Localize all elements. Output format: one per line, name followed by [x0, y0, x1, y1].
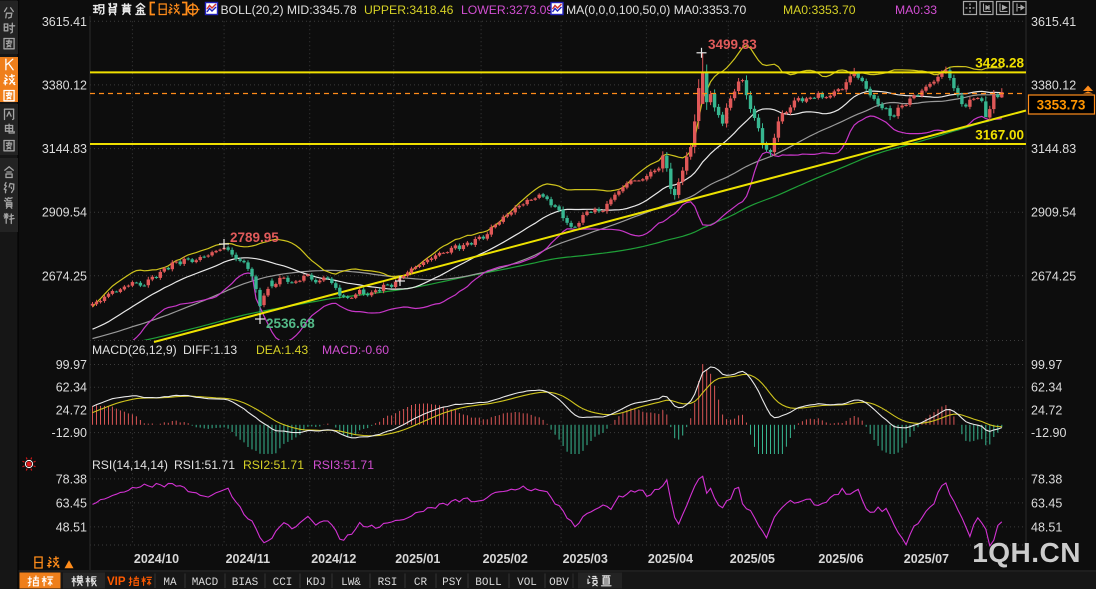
svg-text:3615.41: 3615.41 — [1031, 15, 1076, 29]
svg-text:3428.28: 3428.28 — [975, 56, 1024, 71]
svg-text:62.34: 62.34 — [56, 381, 87, 395]
svg-text:RSI3:51.71: RSI3:51.71 — [313, 458, 374, 472]
svg-text:3380.12: 3380.12 — [42, 78, 87, 92]
svg-text:2024/11: 2024/11 — [226, 552, 271, 566]
svg-text:24.72: 24.72 — [56, 403, 87, 417]
svg-text:2025/04: 2025/04 — [648, 552, 693, 566]
svg-text:63.45: 63.45 — [56, 496, 87, 510]
svg-text:2025/03: 2025/03 — [563, 552, 608, 566]
svg-text:RSI(14,14,14): RSI(14,14,14) — [92, 458, 168, 472]
svg-text:62.34: 62.34 — [1031, 381, 1062, 395]
svg-text:VOL: VOL — [517, 577, 537, 589]
svg-text:1QH.CN: 1QH.CN — [972, 537, 1081, 568]
svg-text:MA0:33: MA0:33 — [895, 3, 937, 17]
svg-text:2536.68: 2536.68 — [266, 316, 315, 331]
svg-text:2025/06: 2025/06 — [818, 552, 863, 566]
svg-text:2025/07: 2025/07 — [904, 552, 949, 566]
svg-text:3499.83: 3499.83 — [708, 37, 757, 52]
svg-text:KDJ: KDJ — [306, 577, 326, 589]
svg-text:48.51: 48.51 — [1031, 520, 1062, 534]
svg-text:RSI1:51.71: RSI1:51.71 — [174, 458, 235, 472]
svg-text:78.38: 78.38 — [1031, 472, 1062, 486]
svg-text:99.97: 99.97 — [1031, 358, 1062, 372]
svg-text:MA0:3353.70: MA0:3353.70 — [783, 3, 856, 17]
svg-text:2674.25: 2674.25 — [1031, 269, 1076, 283]
svg-text:2025/02: 2025/02 — [483, 552, 528, 566]
svg-text:PSY: PSY — [442, 577, 462, 589]
svg-text:CCI: CCI — [273, 577, 293, 589]
svg-text:BIAS: BIAS — [232, 577, 259, 589]
svg-text:3615.41: 3615.41 — [42, 15, 87, 29]
svg-text:LOWER:3273.09: LOWER:3273.09 — [461, 3, 553, 17]
svg-text:2789.95: 2789.95 — [230, 230, 279, 245]
svg-text:MA(0,0,0,100,50,0) MA0:3353.70: MA(0,0,0,100,50,0) MA0:3353.70 — [566, 3, 746, 17]
svg-text:DIFF:1.13: DIFF:1.13 — [183, 343, 237, 357]
svg-text:2025/05: 2025/05 — [730, 552, 775, 566]
svg-text:2674.25: 2674.25 — [42, 269, 87, 283]
svg-text:24.72: 24.72 — [1031, 403, 1062, 417]
svg-text:3144.83: 3144.83 — [42, 142, 87, 156]
svg-text:RSI2:51.71: RSI2:51.71 — [243, 458, 304, 472]
svg-text:3167.00: 3167.00 — [975, 128, 1024, 143]
svg-text:2909.54: 2909.54 — [42, 206, 87, 220]
svg-text:3144.83: 3144.83 — [1031, 142, 1076, 156]
svg-text:-12.90: -12.90 — [52, 426, 87, 440]
svg-text:MA: MA — [163, 577, 177, 589]
svg-text:MACD: MACD — [192, 577, 219, 589]
svg-text:2025/01: 2025/01 — [395, 552, 440, 566]
svg-text:2024/10: 2024/10 — [134, 552, 179, 566]
svg-text:VIP: VIP — [107, 576, 126, 588]
svg-text:3380.12: 3380.12 — [1031, 78, 1076, 92]
svg-text:2024/12: 2024/12 — [311, 552, 356, 566]
svg-text:MACD:-0.60: MACD:-0.60 — [322, 343, 389, 357]
svg-text:BOLL: BOLL — [475, 577, 501, 589]
svg-text:-12.90: -12.90 — [1031, 426, 1066, 440]
svg-text:LW&: LW& — [341, 577, 361, 589]
svg-text:3353.73: 3353.73 — [1037, 98, 1086, 113]
svg-text:48.51: 48.51 — [56, 520, 87, 534]
svg-text:63.45: 63.45 — [1031, 496, 1062, 510]
svg-text:BOLL(20,2) MID:3345.78: BOLL(20,2) MID:3345.78 — [221, 3, 357, 17]
svg-text:DEA:1.43: DEA:1.43 — [256, 343, 308, 357]
svg-text:RSI: RSI — [378, 577, 398, 589]
svg-text:OBV: OBV — [549, 577, 569, 589]
svg-text:CR: CR — [414, 577, 428, 589]
svg-text:99.97: 99.97 — [56, 358, 87, 372]
svg-text:MACD(26,12,9): MACD(26,12,9) — [92, 343, 177, 357]
svg-text:UPPER:3418.46: UPPER:3418.46 — [364, 3, 454, 17]
svg-text:78.38: 78.38 — [56, 472, 87, 486]
svg-text:2909.54: 2909.54 — [1031, 206, 1076, 220]
